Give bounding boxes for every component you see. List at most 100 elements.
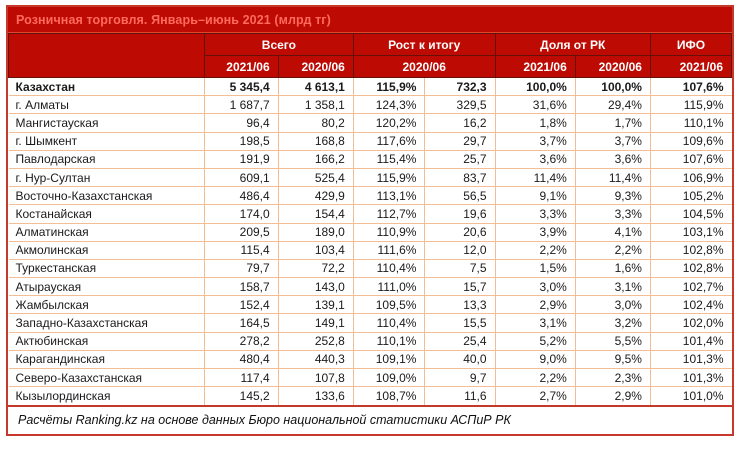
value-cell: 15,5: [424, 313, 496, 333]
value-cell: 3,7%: [494, 131, 576, 151]
value-cell: 2,9%: [494, 295, 576, 315]
value-cell: 1,5%: [494, 258, 576, 279]
table-row: Северо-Казахстанская 117,4 107,8 109,0% 9,7 2…: [8, 367, 732, 388]
value-cell: 107,6%: [649, 76, 732, 97]
value-cell: 209,5: [203, 222, 279, 242]
value-cell: 189,0: [277, 222, 354, 242]
value-cell: 154,4: [277, 204, 354, 224]
value-cell: 3,1%: [574, 277, 651, 297]
table-row: Костанайская 174,0 154,4 112,7% 19,6 3,3% 3,3%…: [8, 204, 732, 224]
value-cell: 2,3%: [574, 367, 651, 388]
value-cell: 102,8%: [649, 258, 732, 279]
region-cell: Костанайская: [8, 204, 205, 224]
value-cell: 4 613,1: [277, 76, 354, 97]
region-cell: Жамбылская: [8, 295, 205, 315]
value-cell: 56,5: [424, 186, 496, 206]
header-group-total: Всего: [203, 33, 354, 56]
value-cell: 16,2: [424, 113, 496, 133]
value-cell: 12,0: [424, 240, 496, 260]
region-cell: г. Алматы: [8, 95, 205, 115]
value-cell: 101,3%: [649, 349, 732, 370]
value-cell: 83,7: [424, 167, 496, 188]
subheader-total-2021: 2021/06: [203, 55, 279, 78]
region-cell: Кызылординская: [8, 386, 205, 405]
data-table: Всего Рост к итогу Доля от РК ИФО 2021/0…: [8, 33, 733, 405]
region-cell: Павлодарская: [8, 149, 205, 169]
value-cell: 101,4%: [649, 331, 732, 351]
region-header-cell: [8, 33, 205, 78]
region-cell: Мангистауская: [8, 113, 205, 133]
table-row: г. Шымкент 198,5 168,8 117,6% 29,7 3,7% 3,7% 10…: [8, 131, 732, 151]
value-cell: 2,2%: [574, 240, 651, 260]
region-cell: Актюбинская: [8, 331, 205, 351]
value-cell: 480,4: [203, 349, 279, 370]
value-cell: 115,9%: [352, 167, 426, 188]
value-cell: 109,1%: [352, 349, 426, 370]
value-cell: 3,6%: [574, 149, 651, 169]
value-cell: 278,2: [203, 331, 279, 351]
value-cell: 1 687,7: [203, 95, 279, 115]
value-cell: 133,6: [277, 386, 354, 405]
table-row: Павлодарская 191,9 166,2 115,4% 25,7 3,6% 3,6%…: [8, 149, 732, 169]
value-cell: 7,5: [424, 258, 496, 279]
value-cell: 198,5: [203, 131, 279, 151]
table-row: Алматинская 209,5 189,0 110,9% 20,6 3,9% 4,1% 1…: [8, 222, 732, 242]
value-cell: 102,8%: [649, 240, 732, 260]
value-cell: 29,7: [424, 131, 496, 151]
value-cell: 732,3: [424, 76, 496, 97]
value-cell: 166,2: [277, 149, 354, 169]
table-row: Карагандинская 480,4 440,3 109,1% 40,0 9,0% 9,…: [8, 349, 732, 370]
value-cell: 72,2: [277, 258, 354, 279]
region-cell: г. Шымкент: [8, 131, 205, 151]
source-note: Расчёты Ranking.kz на основе данных Бюро…: [8, 404, 732, 434]
region-cell: Карагандинская: [8, 349, 205, 370]
value-cell: 107,8: [277, 367, 354, 388]
value-cell: 124,3%: [352, 95, 426, 115]
value-cell: 158,7: [203, 277, 279, 297]
value-cell: 25,7: [424, 149, 496, 169]
value-cell: 105,2%: [649, 186, 732, 206]
value-cell: 25,4: [424, 331, 496, 351]
table-row: Кызылординская 145,2 133,6 108,7% 11,6 2,7% 2,…: [8, 386, 732, 405]
value-cell: 101,3%: [649, 367, 732, 388]
value-cell: 113,1%: [352, 186, 426, 206]
value-cell: 100,0%: [494, 76, 576, 97]
value-cell: 110,9%: [352, 222, 426, 242]
value-cell: 1,8%: [494, 113, 576, 133]
region-cell: Атырауская: [8, 277, 205, 297]
value-cell: 164,5: [203, 313, 279, 333]
subheader-total-2020: 2020/06: [277, 55, 354, 78]
table-row: г. Нур-Султан 609,1 525,4 115,9% 83,7 11,4% 11…: [8, 167, 732, 188]
value-cell: 9,7: [424, 367, 496, 388]
value-cell: 115,9%: [649, 95, 732, 115]
value-cell: 3,6%: [494, 149, 576, 169]
table-row: г. Алматы 1 687,7 1 358,1 124,3% 329,5 31,6% 2…: [8, 95, 732, 115]
value-cell: 440,3: [277, 349, 354, 370]
region-cell: Казахстан: [8, 76, 205, 97]
value-cell: 104,5%: [649, 204, 732, 224]
value-cell: 117,4: [203, 367, 279, 388]
value-cell: 5,2%: [494, 331, 576, 351]
value-cell: 112,7%: [352, 204, 426, 224]
value-cell: 115,9%: [352, 76, 426, 97]
value-cell: 252,8: [277, 331, 354, 351]
value-cell: 3,0%: [574, 295, 651, 315]
value-cell: 9,3%: [574, 186, 651, 206]
value-cell: 29,4%: [574, 95, 651, 115]
value-cell: 145,2: [203, 386, 279, 405]
value-cell: 3,7%: [574, 131, 651, 151]
table-title: Розничная торговля. Январь–июнь 2021 (мл…: [8, 7, 732, 33]
value-cell: 2,9%: [574, 386, 651, 405]
region-cell: Северо-Казахстанская: [8, 367, 205, 388]
header-group-growth: Рост к итогу: [352, 33, 496, 56]
value-cell: 103,1%: [649, 222, 732, 242]
value-cell: 109,6%: [649, 131, 732, 151]
value-cell: 11,4%: [574, 167, 651, 188]
value-cell: 168,8: [277, 131, 354, 151]
value-cell: 1,7%: [574, 113, 651, 133]
value-cell: 110,1%: [352, 331, 426, 351]
value-cell: 9,0%: [494, 349, 576, 370]
value-cell: 329,5: [424, 95, 496, 115]
value-cell: 13,3: [424, 295, 496, 315]
value-cell: 96,4: [203, 113, 279, 133]
